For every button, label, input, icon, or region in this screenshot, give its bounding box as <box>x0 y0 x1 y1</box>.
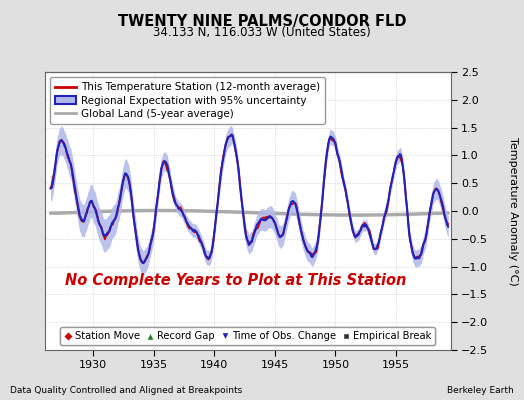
Y-axis label: Temperature Anomaly (°C): Temperature Anomaly (°C) <box>508 137 518 285</box>
Text: TWENTY NINE PALMS/CONDOR FLD: TWENTY NINE PALMS/CONDOR FLD <box>118 14 406 29</box>
Text: Data Quality Controlled and Aligned at Breakpoints: Data Quality Controlled and Aligned at B… <box>10 386 243 395</box>
Legend: Station Move, Record Gap, Time of Obs. Change, Empirical Break: Station Move, Record Gap, Time of Obs. C… <box>60 327 435 345</box>
Text: 34.133 N, 116.033 W (United States): 34.133 N, 116.033 W (United States) <box>153 26 371 39</box>
Text: No Complete Years to Plot at This Station: No Complete Years to Plot at This Statio… <box>65 273 406 288</box>
Text: Berkeley Earth: Berkeley Earth <box>447 386 514 395</box>
